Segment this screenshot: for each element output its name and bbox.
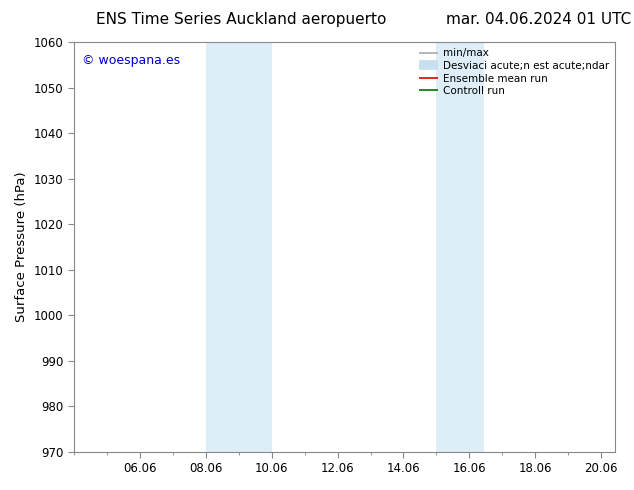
Text: © woespana.es: © woespana.es [82,54,180,67]
Y-axis label: Surface Pressure (hPa): Surface Pressure (hPa) [15,172,28,322]
Bar [436,42,484,452]
Text: ENS Time Series Auckland aeropuerto: ENS Time Series Auckland aeropuerto [96,12,386,27]
Legend: min/max, Desviaci acute;n est acute;ndar, Ensemble mean run, Controll run: min/max, Desviaci acute;n est acute;ndar… [416,45,612,99]
Bar [206,42,272,452]
Text: mar. 04.06.2024 01 UTC: mar. 04.06.2024 01 UTC [446,12,631,27]
